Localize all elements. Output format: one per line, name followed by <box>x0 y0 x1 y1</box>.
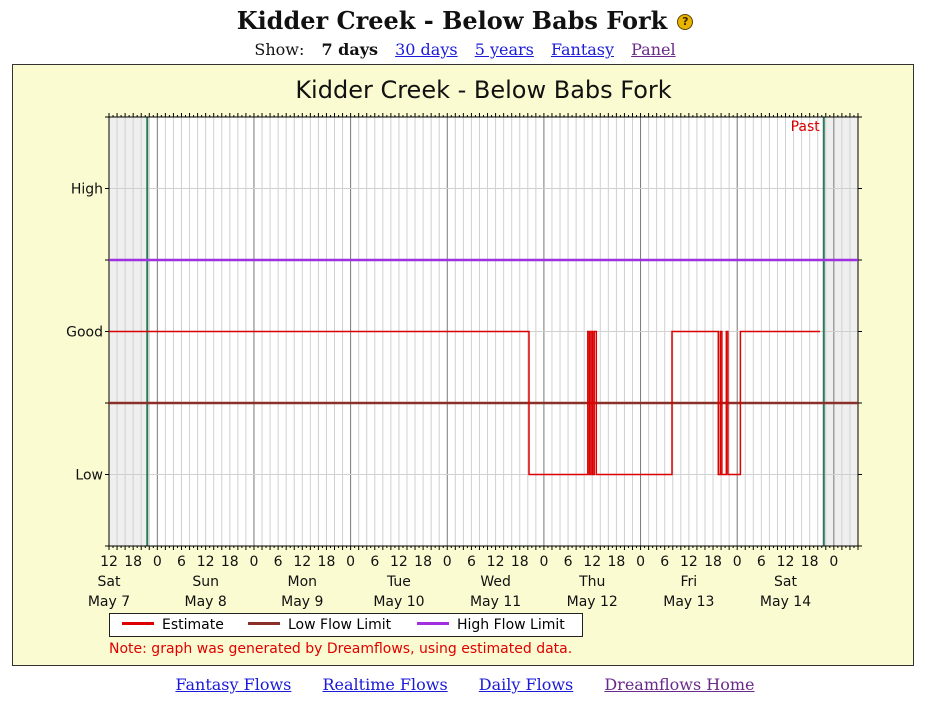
day-name-label: Sun <box>192 574 219 590</box>
y-tick-label: Low <box>75 468 103 484</box>
x-tick-label: 0 <box>250 554 259 570</box>
past-label: Past <box>791 119 821 135</box>
x-tick-label: 6 <box>370 554 379 570</box>
day-date-label: May 14 <box>760 594 811 610</box>
x-tick-label: 0 <box>539 554 548 570</box>
day-name-label: Wed <box>480 574 511 590</box>
range-30-days-link[interactable]: 30 days <box>395 40 458 59</box>
day-date-label: May 8 <box>184 594 226 610</box>
day-name-label: Tue <box>386 574 411 590</box>
x-tick-label: 0 <box>153 554 162 570</box>
x-tick-label: 0 <box>346 554 355 570</box>
day-name-label: Sat <box>98 574 121 590</box>
x-tick-label: 12 <box>100 554 118 570</box>
legend-high-flow-label: High Flow Limit <box>457 617 565 633</box>
day-name-label: Sat <box>774 574 797 590</box>
x-tick-label: 0 <box>636 554 645 570</box>
range-5-years-link[interactable]: 5 years <box>474 40 534 59</box>
x-tick-label: 18 <box>318 554 336 570</box>
legend-high-flow-swatch <box>417 622 449 625</box>
day-name-label: Fri <box>681 574 698 590</box>
dreamflows-home-link[interactable]: Dreamflows Home <box>604 675 755 694</box>
x-tick-label: 6 <box>177 554 186 570</box>
x-tick-label: 12 <box>680 554 698 570</box>
fantasy-flows-link[interactable]: Fantasy Flows <box>175 675 292 694</box>
x-tick-label: 18 <box>607 554 625 570</box>
x-tick-label: 12 <box>197 554 215 570</box>
estimated-data-note: Note: graph was generated by Dreamflows,… <box>109 641 573 657</box>
x-tick-label: 12 <box>487 554 505 570</box>
legend-estimate-swatch <box>122 622 154 625</box>
y-tick-label: Good <box>66 325 103 341</box>
range-selector: Show: 7 days 30 days 5 years Fantasy Pan… <box>0 40 930 59</box>
day-name-label: Thu <box>578 574 605 590</box>
x-tick-label: 18 <box>221 554 239 570</box>
page-title: Kidder Creek - Below Babs Fork? <box>0 6 930 35</box>
day-date-label: May 7 <box>88 594 130 610</box>
x-tick-label: 12 <box>777 554 795 570</box>
legend-estimate-label: Estimate <box>162 617 224 633</box>
legend-high-flow: High Flow Limit <box>417 617 565 633</box>
x-tick-label: 6 <box>274 554 283 570</box>
x-tick-label: 6 <box>467 554 476 570</box>
x-tick-label: 6 <box>564 554 573 570</box>
footer-links: Fantasy Flows Realtime Flows Daily Flows… <box>0 675 930 694</box>
legend-low-flow-swatch <box>248 622 280 625</box>
x-tick-label: 6 <box>660 554 669 570</box>
x-tick-label: 18 <box>511 554 529 570</box>
help-icon[interactable]: ? <box>677 14 694 30</box>
flow-chart: Kidder Creek - Below Babs Fork High Good Lo… <box>66 76 862 610</box>
chart-legend: Estimate Low Flow Limit High Flow Limit <box>109 613 583 637</box>
legend-low-flow: Low Flow Limit <box>248 617 391 633</box>
y-tick-label: High <box>71 182 103 198</box>
chart-title: Kidder Creek - Below Babs Fork <box>295 76 671 104</box>
x-tick-label: 0 <box>443 554 452 570</box>
x-tick-label: 12 <box>390 554 408 570</box>
chart-panel: Kidder Creek - Below Babs Fork High Good Lo… <box>12 64 914 666</box>
legend-low-flow-label: Low Flow Limit <box>288 617 392 633</box>
legend-estimate: Estimate <box>122 617 224 633</box>
x-tick-label: 18 <box>801 554 819 570</box>
range-current: 7 days <box>321 40 379 59</box>
show-label: Show: <box>254 40 305 59</box>
day-date-label: May 9 <box>281 594 323 610</box>
x-tick-label: 12 <box>293 554 311 570</box>
x-tick-label: 12 <box>583 554 601 570</box>
fantasy-link[interactable]: Fantasy <box>550 40 615 59</box>
daily-flows-link[interactable]: Daily Flows <box>478 675 574 694</box>
day-name-label: Mon <box>288 574 318 590</box>
panel-link[interactable]: Panel <box>631 40 676 59</box>
day-date-label: May 13 <box>663 594 714 610</box>
series-estimate <box>109 330 821 476</box>
x-tick-label: 18 <box>704 554 722 570</box>
x-tick-label: 6 <box>757 554 766 570</box>
x-tick-label: 0 <box>733 554 742 570</box>
x-tick-label: 18 <box>124 554 142 570</box>
day-date-label: May 10 <box>373 594 424 610</box>
page-title-text: Kidder Creek - Below Babs Fork <box>236 6 668 35</box>
day-date-label: May 11 <box>470 594 521 610</box>
x-tick-label: 0 <box>829 554 838 570</box>
day-date-label: May 12 <box>567 594 618 610</box>
x-tick-label: 18 <box>414 554 432 570</box>
realtime-flows-link[interactable]: Realtime Flows <box>322 675 448 694</box>
